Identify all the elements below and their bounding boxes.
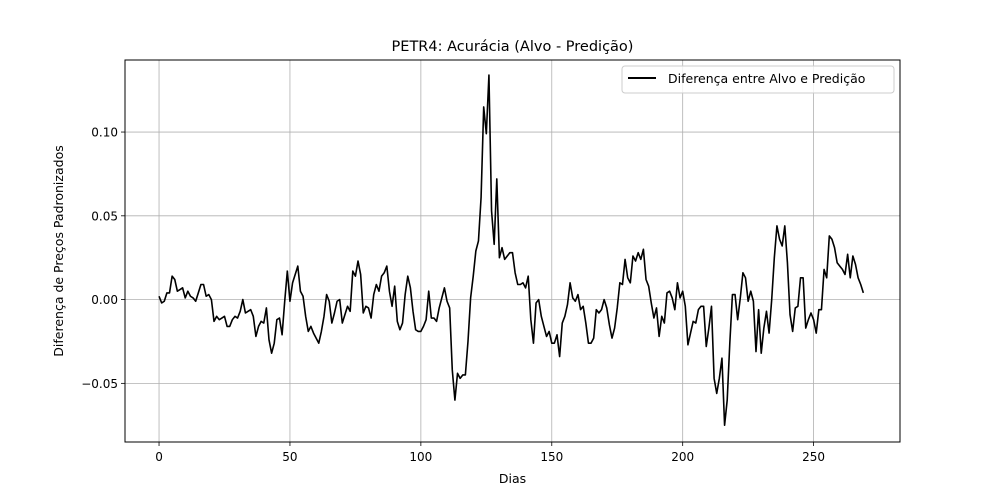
y-tick-label: 0.00 xyxy=(91,293,118,307)
y-tick-label: 0.05 xyxy=(91,209,118,223)
chart-title: PETR4: Acurácia (Alvo - Predição) xyxy=(392,39,634,55)
x-tick-label: 50 xyxy=(282,450,297,464)
plot-area xyxy=(158,74,865,427)
x-tick-label: 250 xyxy=(802,450,825,464)
y-tick-label: −0.05 xyxy=(81,377,118,391)
legend-label: Diferença entre Alvo e Predição xyxy=(668,71,865,86)
x-tick-label: 0 xyxy=(155,450,163,464)
x-tick-label: 150 xyxy=(540,450,563,464)
x-tick-label: 100 xyxy=(409,450,432,464)
y-axis-ticks: −0.05 0.00 0.05 0.10 xyxy=(81,126,125,391)
x-tick-label: 200 xyxy=(671,450,694,464)
y-tick-label: 0.10 xyxy=(91,126,118,140)
legend-box xyxy=(621,65,895,94)
x-axis-ticks: 0 50 100 150 200 250 xyxy=(155,442,825,464)
x-axis-label: Dias xyxy=(499,471,526,486)
axes-frame xyxy=(124,59,901,443)
series-line xyxy=(158,74,865,427)
y-axis-label: Diferença de Preços Padronizados xyxy=(51,145,66,356)
grid-lines xyxy=(125,60,900,442)
legend: Diferença entre Alvo e Predição xyxy=(621,65,895,94)
